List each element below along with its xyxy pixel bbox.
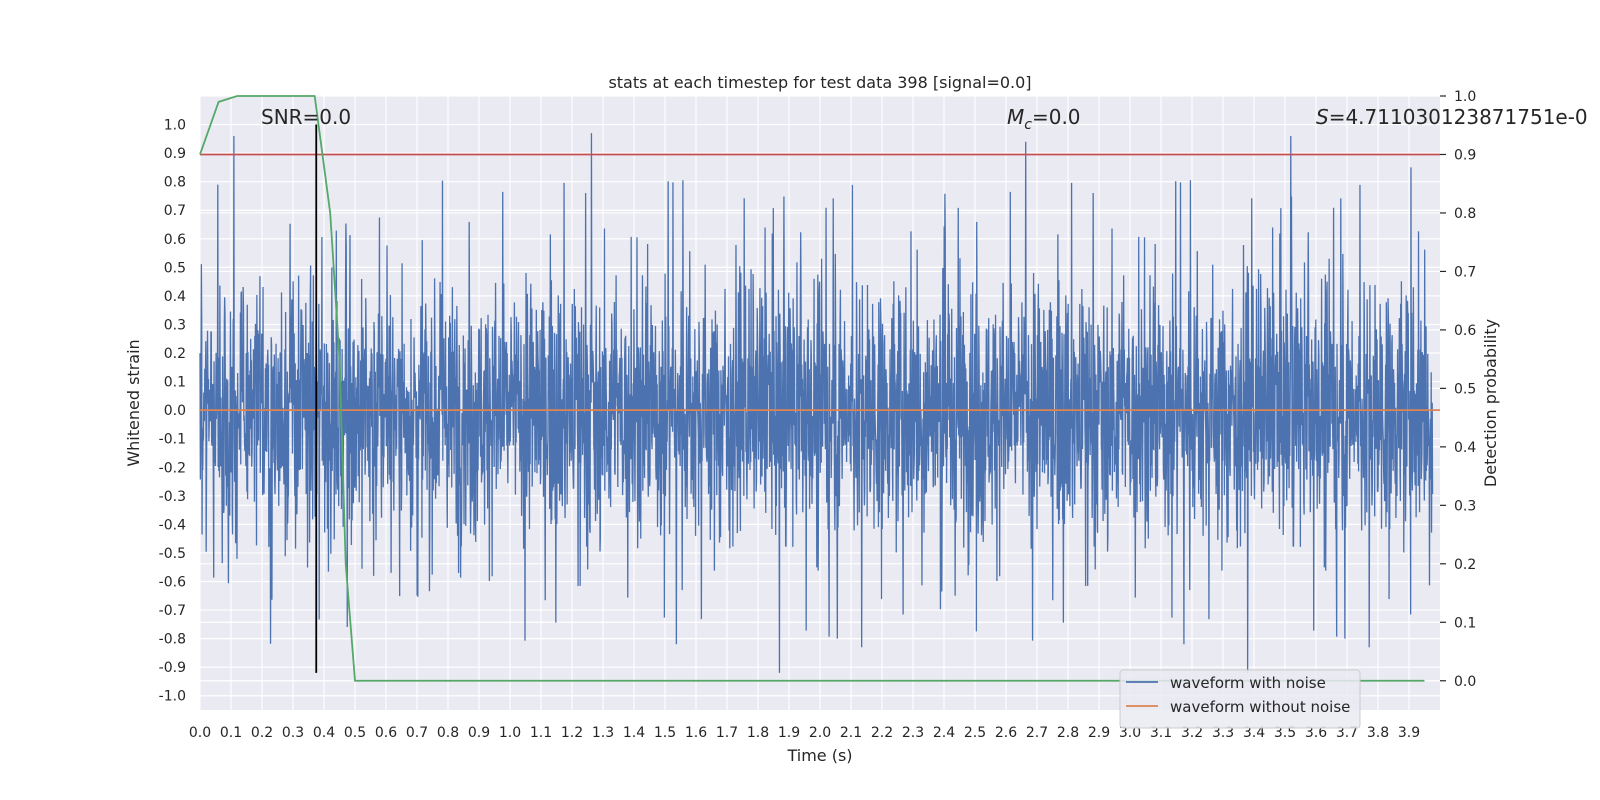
s-value: =4.711030123871751e-0 <box>1329 105 1588 129</box>
s-annotation: S=4.711030123871751e-0 <box>1316 105 1588 129</box>
right-tick-label: 0.9 <box>1454 147 1476 163</box>
legend-label-clean: waveform without noise <box>1170 698 1350 716</box>
x-tick-label: 0.7 <box>406 725 428 741</box>
right-tick-label: 0.7 <box>1454 264 1476 280</box>
y-tick-label: 0.7 <box>164 203 186 219</box>
snr-annotation: SNR=0.0 <box>261 105 351 129</box>
y-tick-label: 1.0 <box>164 118 186 134</box>
x-tick-label: 2.5 <box>964 725 986 741</box>
y-tick-label: -0.2 <box>159 460 186 476</box>
x-tick-label: 0.2 <box>251 725 273 741</box>
right-tick-label: 0.8 <box>1454 206 1476 222</box>
x-tick-label: 1.0 <box>499 725 521 741</box>
y-tick-label: 0.3 <box>164 317 186 333</box>
x-tick-label: 1.1 <box>530 725 552 741</box>
x-tick-label: 2.8 <box>1057 725 1079 741</box>
x-tick-label: 0.9 <box>468 725 490 741</box>
x-tick-label: 0.4 <box>313 725 335 741</box>
x-axis-label: Time (s) <box>786 746 852 765</box>
x-tick-label: 3.3 <box>1212 725 1234 741</box>
right-tick-label: 0.5 <box>1454 381 1476 397</box>
y-axis-ticks: 1.0 0.9 0.8 0.7 0.6 0.5 0.4 0.3 0.2 0.1 0.0 -0.1 -0.… <box>159 118 186 705</box>
chirp-mass-subscript: c <box>1024 117 1032 133</box>
y-tick-label: 0.0 <box>164 403 186 419</box>
y-tick-label: -0.6 <box>159 574 186 590</box>
x-tick-label: 1.7 <box>716 725 738 741</box>
x-tick-label: 2.7 <box>1026 725 1048 741</box>
x-tick-label: 2.3 <box>902 725 924 741</box>
x-tick-label: 0.1 <box>220 725 242 741</box>
y-tick-label: 0.2 <box>164 346 186 362</box>
right-tick-label: 0.3 <box>1454 498 1476 514</box>
x-tick-label: 3.1 <box>1150 725 1172 741</box>
x-tick-label: 2.9 <box>1088 725 1110 741</box>
x-tick-label: 1.5 <box>654 725 676 741</box>
right-tick-label: 0.1 <box>1454 615 1476 631</box>
y-tick-label: -0.1 <box>159 432 186 448</box>
x-tick-label: 3.4 <box>1243 725 1265 741</box>
y-tick-label: 0.1 <box>164 375 186 391</box>
x-tick-label: 3.6 <box>1305 725 1327 741</box>
y-tick-label: 0.5 <box>164 260 186 276</box>
y-tick-label: -0.4 <box>159 517 186 533</box>
x-tick-label: 3.9 <box>1398 725 1420 741</box>
y-tick-label: 0.8 <box>164 175 186 191</box>
y-tick-label: -0.8 <box>159 632 186 648</box>
x-tick-label: 2.1 <box>840 725 862 741</box>
x-tick-label: 3.7 <box>1336 725 1358 741</box>
x-tick-label: 1.8 <box>747 725 769 741</box>
legend-box <box>1119 669 1361 729</box>
right-tick-label: 0.6 <box>1454 323 1476 339</box>
y-tick-label: -0.9 <box>159 660 186 676</box>
y-tick-label: -0.3 <box>159 489 186 505</box>
x-tick-label: 0.8 <box>437 725 459 741</box>
right-axis-label: Detection probability <box>1481 319 1500 487</box>
y-tick-label: 0.9 <box>164 146 186 162</box>
x-tick-label: 3.2 <box>1181 725 1203 741</box>
x-tick-label: 1.3 <box>592 725 614 741</box>
legend-label-noise: waveform with noise <box>1170 674 1326 692</box>
y-tick-label: -0.5 <box>159 546 186 562</box>
right-tick-label: 0.4 <box>1454 440 1476 456</box>
x-tick-label: 0.3 <box>282 725 304 741</box>
x-tick-label: 3.0 <box>1119 725 1141 741</box>
chart-title: stats at each timestep for test data 398… <box>608 73 1031 92</box>
x-tick-label: 1.2 <box>561 725 583 741</box>
right-tick-label: 0.0 <box>1454 674 1476 690</box>
chirp-mass-value: =0.0 <box>1032 105 1081 129</box>
x-axis-ticks: 0.0 0.1 0.2 0.3 0.4 0.5 0.6 0.7 0.8 0.9 1.0 1.1 1.2 1… <box>189 725 1420 741</box>
chirp-mass-symbol: M <box>1007 105 1024 129</box>
x-tick-label: 2.4 <box>933 725 955 741</box>
right-tick-label: 0.2 <box>1454 557 1476 573</box>
y-axis-label: Whitened strain <box>124 339 143 466</box>
x-tick-label: 1.4 <box>623 725 645 741</box>
right-tick-label: 1.0 <box>1454 89 1476 105</box>
x-tick-label: 2.2 <box>871 725 893 741</box>
chirp-mass-annotation: Mc=0.0 <box>1007 105 1081 133</box>
waveform-with-noise-line <box>199 133 1434 673</box>
x-tick-label: 0.6 <box>375 725 397 741</box>
y-tick-label: 0.4 <box>164 289 186 305</box>
y-tick-label: 0.6 <box>164 232 186 248</box>
legend: waveform with noise waveform without noi… <box>1119 669 1361 729</box>
right-axis-ticks: 1.0 0.9 0.8 0.7 0.6 0.5 0.4 0.3 0.2 0.1 0.0 <box>1440 89 1476 690</box>
y-tick-label: -0.7 <box>159 603 186 619</box>
x-tick-label: 3.5 <box>1274 725 1296 741</box>
y-tick-label: -1.0 <box>159 689 186 705</box>
x-tick-label: 1.6 <box>685 725 707 741</box>
s-symbol: S <box>1316 105 1329 129</box>
x-tick-label: 0.0 <box>189 725 211 741</box>
x-tick-label: 2.6 <box>995 725 1017 741</box>
waveform-with-noise-series <box>199 133 1434 673</box>
x-tick-label: 3.8 <box>1367 725 1389 741</box>
detection-probability-line <box>199 95 1425 682</box>
x-tick-label: 1.9 <box>778 725 800 741</box>
x-tick-label: 2.0 <box>809 725 831 741</box>
x-tick-label: 0.5 <box>344 725 366 741</box>
